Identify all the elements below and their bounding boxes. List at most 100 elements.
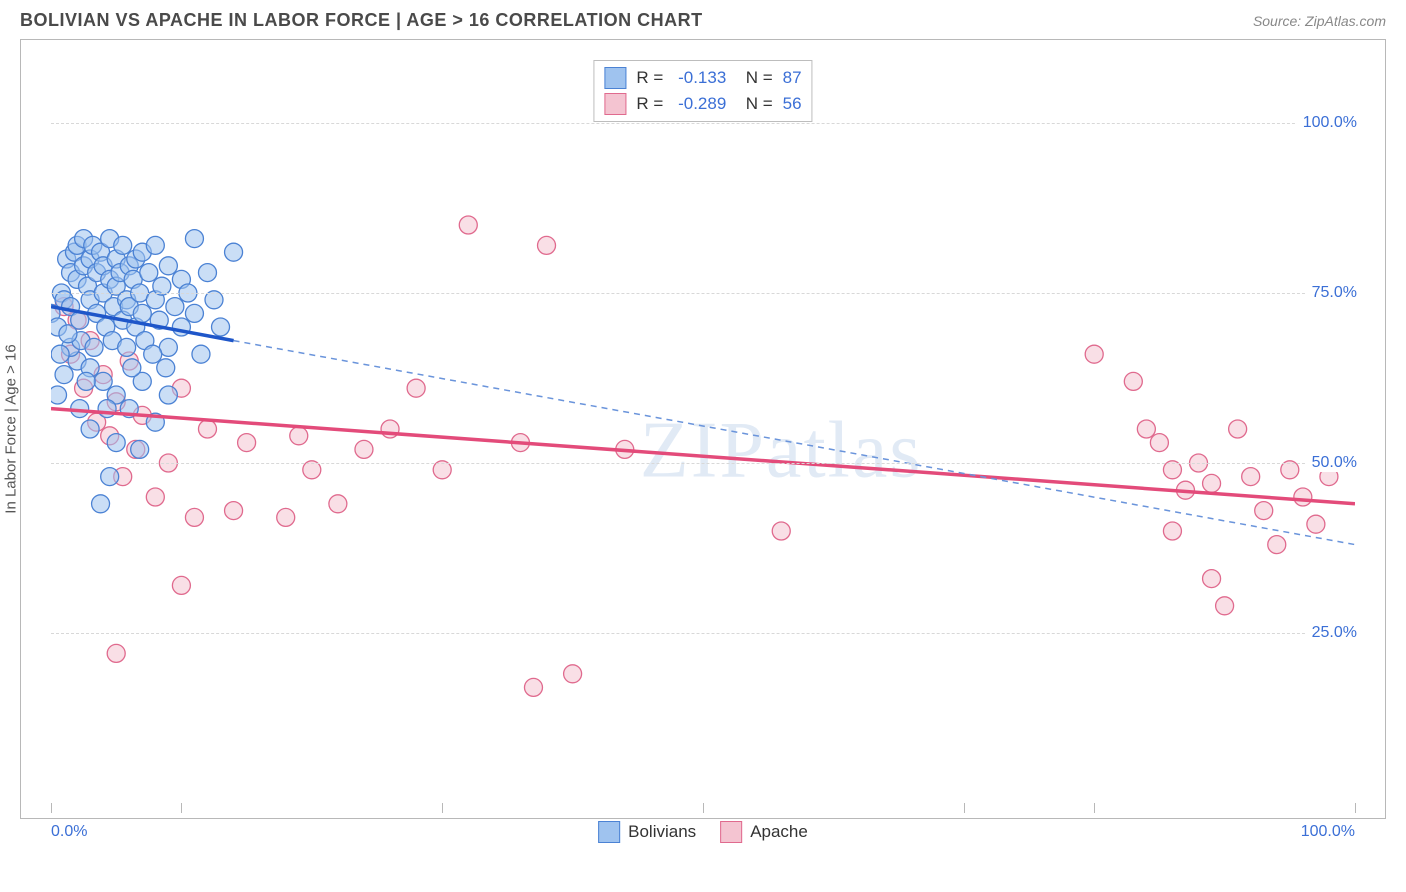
data-point — [1216, 597, 1234, 615]
data-point — [133, 304, 151, 322]
chart-source: Source: ZipAtlas.com — [1253, 13, 1386, 29]
scatter-svg — [51, 55, 1355, 803]
data-point — [185, 508, 203, 526]
data-point — [185, 304, 203, 322]
legend-r-apache: -0.289 — [678, 94, 726, 114]
legend-item: Bolivians — [598, 821, 696, 843]
legend-label: Apache — [750, 822, 808, 842]
data-point — [1085, 345, 1103, 363]
x-tick — [181, 803, 182, 813]
data-point — [212, 318, 230, 336]
trend-line — [51, 409, 1355, 504]
data-point — [144, 345, 162, 363]
data-point — [407, 379, 425, 397]
data-point — [185, 230, 203, 248]
chart-container: In Labor Force | Age > 16 ZIPatlas R = -… — [20, 39, 1386, 819]
data-point — [355, 440, 373, 458]
data-point — [290, 427, 308, 445]
data-point — [146, 236, 164, 254]
legend-n-apache: 56 — [783, 94, 802, 114]
data-point — [85, 338, 103, 356]
x-tick — [964, 803, 965, 813]
data-point — [198, 420, 216, 438]
legend-correlation: R = -0.133 N = 87 R = -0.289 N = 56 — [593, 60, 812, 122]
data-point — [225, 502, 243, 520]
data-point — [92, 495, 110, 513]
legend-r-label: R = — [636, 94, 668, 114]
legend-n-bolivians: 87 — [783, 68, 802, 88]
swatch — [598, 821, 620, 843]
data-point — [146, 488, 164, 506]
data-point — [114, 236, 132, 254]
data-point — [55, 366, 73, 384]
y-tick-label: 100.0% — [1297, 114, 1357, 132]
swatch-apache — [604, 93, 626, 115]
data-point — [107, 644, 125, 662]
x-tick — [442, 803, 443, 813]
data-point — [225, 243, 243, 261]
data-point — [1150, 434, 1168, 452]
data-point — [59, 325, 77, 343]
data-point — [198, 264, 216, 282]
plot-area: ZIPatlas R = -0.133 N = 87 R = -0.289 N … — [51, 55, 1355, 803]
data-point — [277, 508, 295, 526]
data-point — [524, 678, 542, 696]
x-tick-label: 100.0% — [1301, 823, 1355, 841]
data-point — [1203, 570, 1221, 588]
chart-title: BOLIVIAN VS APACHE IN LABOR FORCE | AGE … — [20, 10, 703, 31]
data-point — [1307, 515, 1325, 533]
data-point — [101, 468, 119, 486]
y-tick-label: 75.0% — [1306, 284, 1357, 302]
data-point — [94, 372, 112, 390]
gridline — [51, 463, 1355, 464]
data-point — [172, 576, 190, 594]
data-point — [51, 345, 69, 363]
swatch — [720, 821, 742, 843]
legend-item: Apache — [720, 821, 808, 843]
data-point — [1294, 488, 1312, 506]
y-axis-title: In Labor Force | Age > 16 — [3, 344, 20, 513]
swatch-bolivians — [604, 67, 626, 89]
data-point — [131, 440, 149, 458]
data-point — [459, 216, 477, 234]
x-tick-label: 0.0% — [51, 823, 87, 841]
y-tick-label: 50.0% — [1306, 454, 1357, 472]
x-tick — [1355, 803, 1356, 813]
y-tick-label: 25.0% — [1306, 624, 1357, 642]
data-point — [159, 386, 177, 404]
legend-n-label: N = — [736, 68, 772, 88]
x-tick — [703, 803, 704, 813]
data-point — [77, 372, 95, 390]
data-point — [1268, 536, 1286, 554]
data-point — [564, 665, 582, 683]
data-point — [118, 338, 136, 356]
data-point — [238, 434, 256, 452]
data-point — [1255, 502, 1273, 520]
x-tick — [1094, 803, 1095, 813]
data-point — [123, 359, 141, 377]
x-tick — [51, 803, 52, 813]
legend-r-bolivians: -0.133 — [678, 68, 726, 88]
data-point — [140, 264, 158, 282]
trend-line — [234, 341, 1355, 545]
legend-row-apache: R = -0.289 N = 56 — [604, 91, 801, 117]
data-point — [159, 257, 177, 275]
legend-r-label: R = — [636, 68, 668, 88]
data-point — [1137, 420, 1155, 438]
data-point — [772, 522, 790, 540]
data-point — [166, 298, 184, 316]
data-point — [1203, 474, 1221, 492]
gridline — [51, 293, 1355, 294]
data-point — [81, 420, 99, 438]
data-point — [538, 236, 556, 254]
legend-series: Bolivians Apache — [598, 821, 808, 843]
data-point — [157, 359, 175, 377]
data-point — [1163, 522, 1181, 540]
data-point — [107, 434, 125, 452]
legend-label: Bolivians — [628, 822, 696, 842]
data-point — [1229, 420, 1247, 438]
data-point — [192, 345, 210, 363]
data-point — [51, 386, 67, 404]
data-point — [1124, 372, 1142, 390]
legend-row-bolivians: R = -0.133 N = 87 — [604, 65, 801, 91]
